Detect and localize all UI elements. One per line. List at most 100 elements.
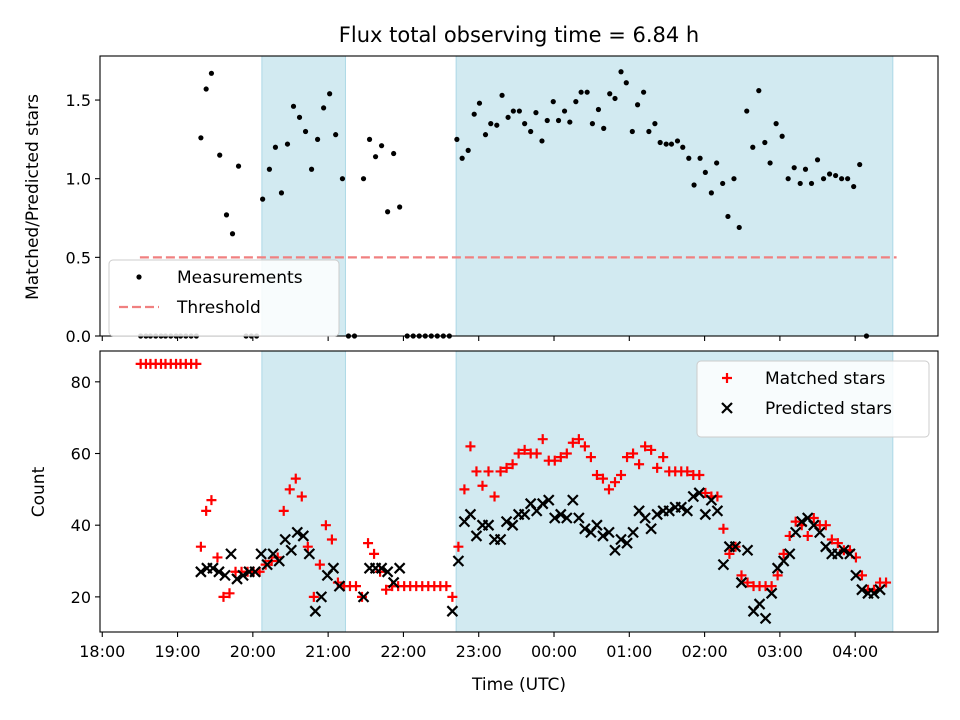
measurement-point [203,86,209,92]
measurement-point [378,143,385,149]
measurement-point [612,95,618,102]
matched-stars-point [459,484,470,495]
matched-stars-point [477,480,488,491]
measurement-point [266,166,273,172]
measurement-point [471,111,477,117]
measurement-point [561,108,568,114]
predicted-stars-point [195,566,207,578]
measurement-point [321,105,327,111]
predicted-stars-point [699,508,712,521]
legend-box [696,360,930,438]
matched-stars-point [634,459,645,470]
predicted-stars-point [651,508,663,521]
x-tick-label: 22:00 [380,642,426,661]
predicted-stars-point [381,566,394,578]
predicted-stars-point [273,555,285,567]
measurement-point [714,160,720,166]
matched-stars-point [513,448,524,459]
measurement-point [589,121,596,127]
matched-stars-point [453,541,464,552]
predicted-stars-point [536,497,549,510]
measurement-point [198,135,204,141]
predicted-stars-point [357,591,370,603]
matched-stars-point [483,466,494,477]
predicted-stars-point [741,544,754,557]
predicted-stars-point [609,544,621,557]
measurement-point [756,88,762,94]
matched-stars-point [350,581,361,592]
measurement-point [366,136,373,142]
matched-stars-point [465,441,476,452]
predicted-stars-point [567,494,579,506]
predicted-stars-point [327,562,340,574]
predicted-stars-point [303,548,316,560]
predicted-stars-point [645,522,657,535]
matched-stars-point [591,470,602,481]
measurement-point [623,80,629,86]
predicted-stars-point [464,508,477,521]
measurement-point [360,176,367,182]
measurement-point [296,114,303,120]
measurement-point [385,209,391,215]
y-tick-label: 60 [71,445,91,464]
measurement-point [505,114,511,120]
matched-stars-point [296,491,307,502]
matched-stars-point [881,577,892,588]
predicted-stars-point [639,512,651,524]
matched-stars-point [567,437,578,448]
matched-stars-point [766,581,777,592]
predicted-stars-point [705,494,718,506]
predicted-stars-point [213,566,225,578]
measurement-point [697,155,703,161]
matched-stars-point [772,570,783,581]
measurement-point [652,121,658,127]
matched-stars-point [284,484,295,495]
measurement-point [851,183,857,190]
y-tick-label: 40 [71,516,91,535]
measurement-point [217,152,223,158]
matched-stars-point [290,473,301,484]
plot-frame [99,350,939,633]
matched-stars-point [736,570,747,581]
measurement-point [736,224,742,231]
measurement-point [857,161,863,168]
measurement-point [601,125,607,131]
matched-stars-point [573,434,584,445]
measurement-point [454,136,460,142]
x-tick-label: 21:00 [305,642,351,661]
measurement-point [314,136,321,142]
predicted-stars-point [832,548,844,560]
legend: Measurements Threshold [108,259,340,337]
measurement-point [634,102,641,108]
measurement-point [833,172,839,179]
matched-stars-point [206,495,217,506]
matched-stars-point [555,452,566,463]
x-tick-label: 20:00 [230,642,276,661]
predicted-stars-point [482,519,495,531]
measurement-point [567,119,573,125]
measurement-point [284,141,291,147]
matched-stars-point [585,452,596,463]
matched-stars-point [363,538,374,549]
measurement-point [578,89,584,95]
matched-stars-point [832,538,843,549]
predicted-stars-point [393,562,406,574]
predicted-stars-point [333,580,346,592]
measurement-point [808,180,815,187]
measurement-point [208,70,215,76]
predicted-stars-point [573,512,585,524]
matched-stars-point [495,466,506,477]
predicted-stars-point [375,562,388,574]
predicted-stars-point [693,487,706,499]
measurement-point [779,133,785,139]
predicted-stars-point [561,512,573,524]
measurement-point [762,139,768,146]
measurement-point [260,196,266,202]
x-tick-label: 00:00 [531,642,577,661]
y-tick-label: 1.0 [66,170,91,189]
bottom-panel: 20 40 60 80 18:00 19:00 20:00 21:00 22:00 23:00 00… [71,350,939,661]
matched-stars-point [778,548,789,559]
predicted-stars-point [838,544,850,557]
matched-stars-point [742,577,753,588]
